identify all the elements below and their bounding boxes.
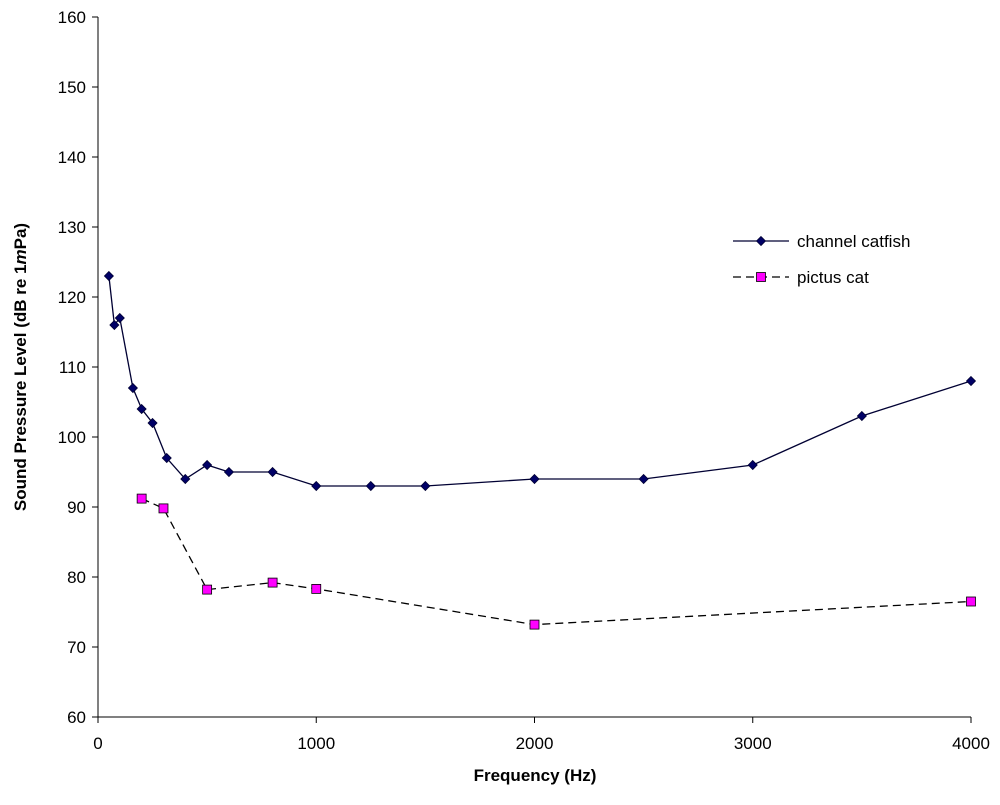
x-tick-label: 1000	[297, 734, 335, 753]
y-tick-label: 130	[58, 218, 86, 237]
data-point-channel-catfish	[267, 466, 278, 478]
x-tick-label: 0	[93, 734, 102, 753]
data-point-channel-catfish	[856, 410, 867, 422]
x-tick-label: 2000	[516, 734, 554, 753]
data-point-channel-catfish	[127, 382, 138, 394]
data-point-channel-catfish	[161, 452, 172, 464]
data-point-channel-catfish	[965, 375, 977, 387]
data-point-channel-catfish	[365, 480, 376, 492]
legend-marker-pictus-cat	[756, 272, 766, 282]
y-tick-label: 90	[67, 498, 86, 517]
y-axis-title-suffix: Pa)	[11, 223, 30, 249]
y-tick-label: 150	[58, 78, 86, 97]
y-tick-label: 100	[58, 428, 86, 447]
y-tick-label: 160	[58, 8, 86, 27]
y-axis-title-main: Sound Pressure Level (dB re 1	[11, 265, 30, 512]
data-point-channel-catfish	[114, 312, 125, 324]
legend: channel catfish pictus cat	[733, 232, 910, 287]
series-line-channel-catfish	[108, 275, 972, 487]
data-point-channel-catfish	[103, 270, 114, 282]
y-tick-label: 70	[67, 638, 86, 657]
data-point-channel-catfish	[180, 473, 191, 485]
data-point-pictus-cat	[966, 596, 976, 607]
data-point-channel-catfish	[136, 403, 147, 415]
data-point-channel-catfish	[529, 473, 540, 485]
y-tick-label: 60	[67, 708, 86, 727]
data-point-channel-catfish	[311, 480, 322, 492]
data-point-pictus-cat	[158, 503, 169, 514]
legend-item-channel-catfish: channel catfish	[733, 232, 910, 251]
data-point-channel-catfish	[747, 459, 758, 471]
y-ticks: 60 70 80 90 100 110 120 130 140 150 160	[58, 8, 98, 727]
data-point-pictus-cat	[267, 577, 278, 588]
series-line-pictus-cat	[141, 498, 972, 626]
data-point-pictus-cat	[202, 584, 213, 595]
y-axis-title-italic: m	[11, 249, 30, 264]
series-channel-catfish	[103, 270, 977, 492]
data-point-channel-catfish	[202, 459, 213, 471]
y-tick-label: 120	[58, 288, 86, 307]
data-point-channel-catfish	[223, 466, 235, 478]
data-point-channel-catfish	[147, 417, 158, 429]
legend-item-pictus-cat: pictus cat	[733, 268, 869, 287]
plot-area	[103, 270, 977, 630]
data-point-pictus-cat	[136, 493, 147, 504]
y-tick-label: 80	[67, 568, 86, 587]
y-tick-label: 140	[58, 148, 86, 167]
x-ticks: 0 1000 2000 3000 4000	[93, 717, 990, 753]
x-tick-label: 4000	[952, 734, 990, 753]
x-tick-label: 3000	[734, 734, 772, 753]
legend-marker-channel-catfish	[755, 235, 767, 247]
series-pictus-cat	[136, 493, 976, 630]
data-point-pictus-cat	[311, 584, 322, 594]
data-point-channel-catfish	[420, 480, 431, 492]
y-axis-title: Sound Pressure Level (dB re 1mPa)	[11, 223, 30, 511]
data-point-pictus-cat	[529, 619, 540, 630]
axes: 60 70 80 90 100 110 120 130 140 150 160 0 1000 2000 3…	[58, 8, 990, 753]
legend-label-pictus-cat: pictus cat	[797, 268, 869, 287]
data-point-channel-catfish	[638, 473, 649, 485]
data-point-channel-catfish	[109, 319, 120, 331]
legend-label-channel-catfish: channel catfish	[797, 232, 910, 251]
x-axis-title: Frequency (Hz)	[474, 766, 597, 785]
y-tick-label: 110	[59, 358, 86, 377]
